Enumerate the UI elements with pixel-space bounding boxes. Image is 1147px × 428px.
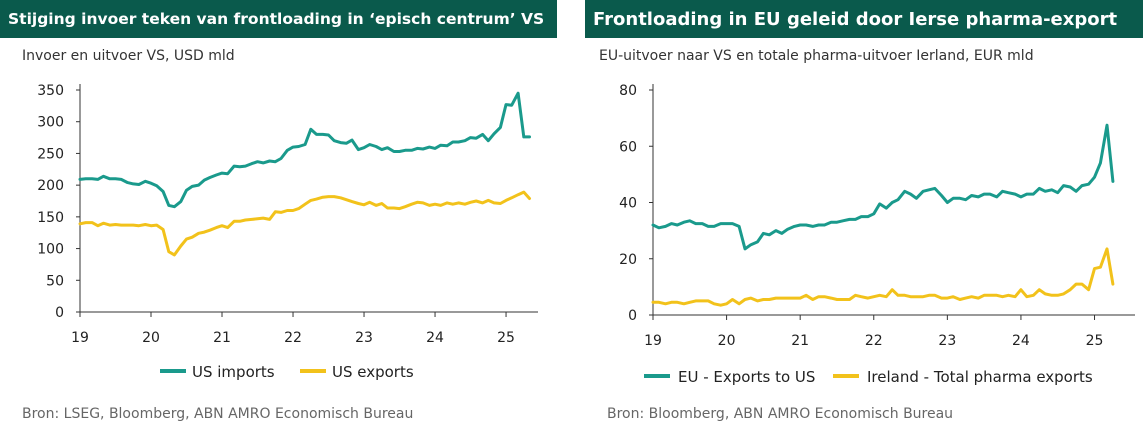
left-series-line-2	[78, 190, 531, 257]
left-chart-source: Bron: LSEG, Bloomberg, ABN AMRO Economis…	[22, 406, 414, 422]
right-x-tick-label: 24	[1012, 333, 1030, 349]
left-x-tick-label: 19	[71, 330, 89, 346]
left-x-tick-label: 22	[284, 330, 302, 346]
right-chart-panel: Frontloading in EU geleid door Ierse pha…	[585, 0, 1147, 428]
right-x-tick-label: 20	[718, 333, 736, 349]
left-x-tick-label: 20	[142, 330, 160, 346]
left-y-tick-label: 50	[46, 273, 64, 289]
right-series-line-1	[651, 123, 1115, 251]
right-x-tick-label: 23	[938, 333, 956, 349]
right-x-tick-label: 19	[644, 333, 662, 349]
right-y-tick-label: 20	[619, 252, 637, 268]
left-legend-label-1: US imports	[192, 363, 275, 381]
left-series-line-1	[78, 91, 531, 209]
left-x-tick-label: 21	[213, 330, 231, 346]
left-y-tick-label: 300	[37, 115, 64, 131]
right-legend-label-2: Ireland - Total pharma exports	[867, 368, 1093, 386]
left-chart-title: Stijging invoer teken van frontloading i…	[0, 0, 557, 38]
right-y-tick-label: 80	[619, 83, 637, 99]
right-series-line-2	[651, 247, 1115, 307]
right-y-tick-label: 0	[628, 308, 637, 324]
right-y-tick-label: 40	[619, 196, 637, 212]
right-chart-source: Bron: Bloomberg, ABN AMRO Economisch Bur…	[607, 406, 954, 422]
right-chart-title: Frontloading in EU geleid door Ierse pha…	[585, 0, 1143, 38]
left-y-tick-label: 150	[37, 210, 64, 226]
left-chart-subtitle: Invoer en uitvoer VS, USD mld	[22, 48, 235, 64]
right-legend-label-1: EU - Exports to US	[678, 368, 815, 386]
right-chart-subtitle: EU-uitvoer naar VS en totale pharma-uitv…	[599, 48, 1034, 64]
left-y-tick-label: 350	[37, 83, 64, 99]
right-line-chart: 0 20 40 60 80 19 20 21 22 23 24 25 EU - Exports to U…	[619, 83, 1135, 386]
right-x-tick-label: 21	[791, 333, 809, 349]
left-y-tick-label: 250	[37, 146, 64, 162]
left-y-tick-label: 100	[37, 242, 64, 258]
right-x-tick-label: 25	[1086, 333, 1104, 349]
left-x-tick-label: 24	[426, 330, 444, 346]
left-x-tick-label: 23	[355, 330, 373, 346]
right-y-tick-label: 60	[619, 139, 637, 155]
left-chart-panel: Stijging invoer teken van frontloading i…	[0, 0, 560, 428]
left-y-tick-label: 200	[37, 178, 64, 194]
left-line-chart: 0 50 100 150 200 250 300 350 19 20 21 22 23 24 25 US im…	[37, 83, 538, 381]
left-x-tick-label: 25	[497, 330, 515, 346]
left-y-tick-label: 0	[55, 305, 64, 321]
left-legend-label-2: US exports	[332, 363, 414, 381]
right-x-tick-label: 22	[865, 333, 883, 349]
